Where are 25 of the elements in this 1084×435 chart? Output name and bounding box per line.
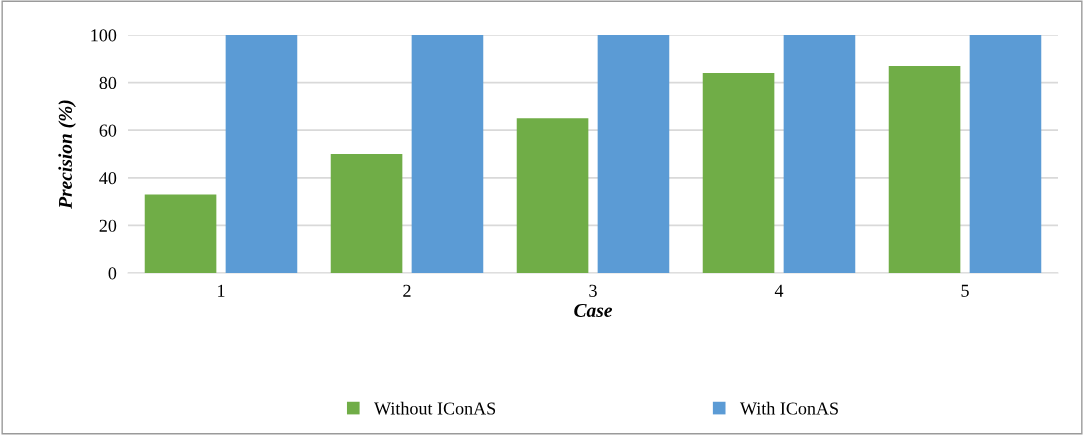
- x-tick-label: 4: [774, 284, 784, 297]
- y-tick-label: 0: [108, 267, 117, 280]
- bar: [144, 194, 217, 273]
- bar: [969, 35, 1042, 273]
- x-tick-label: 2: [403, 284, 411, 297]
- y-axis-title: Precision (%): [58, 100, 76, 209]
- y-tick-label: 20: [99, 219, 117, 232]
- bar: [225, 35, 298, 273]
- bar: [411, 35, 484, 273]
- legend-label: Without IConAS: [374, 401, 496, 415]
- x-axis-title: Case: [574, 303, 613, 317]
- x-tick-label: 5: [961, 284, 969, 297]
- bar: [516, 118, 589, 273]
- y-tick-label: 80: [99, 76, 117, 90]
- legend-label: With IConAS: [739, 401, 838, 415]
- bar: [330, 154, 403, 273]
- x-tick-label: 1: [218, 284, 225, 297]
- y-tick-label: 100: [91, 29, 117, 42]
- bar: [783, 35, 856, 273]
- bar: [702, 73, 775, 273]
- bar: [888, 65, 961, 273]
- x-tick-label: 3: [589, 284, 597, 297]
- bar: [597, 35, 670, 273]
- y-tick-label: 60: [99, 124, 117, 137]
- y-tick-label: 40: [99, 172, 117, 185]
